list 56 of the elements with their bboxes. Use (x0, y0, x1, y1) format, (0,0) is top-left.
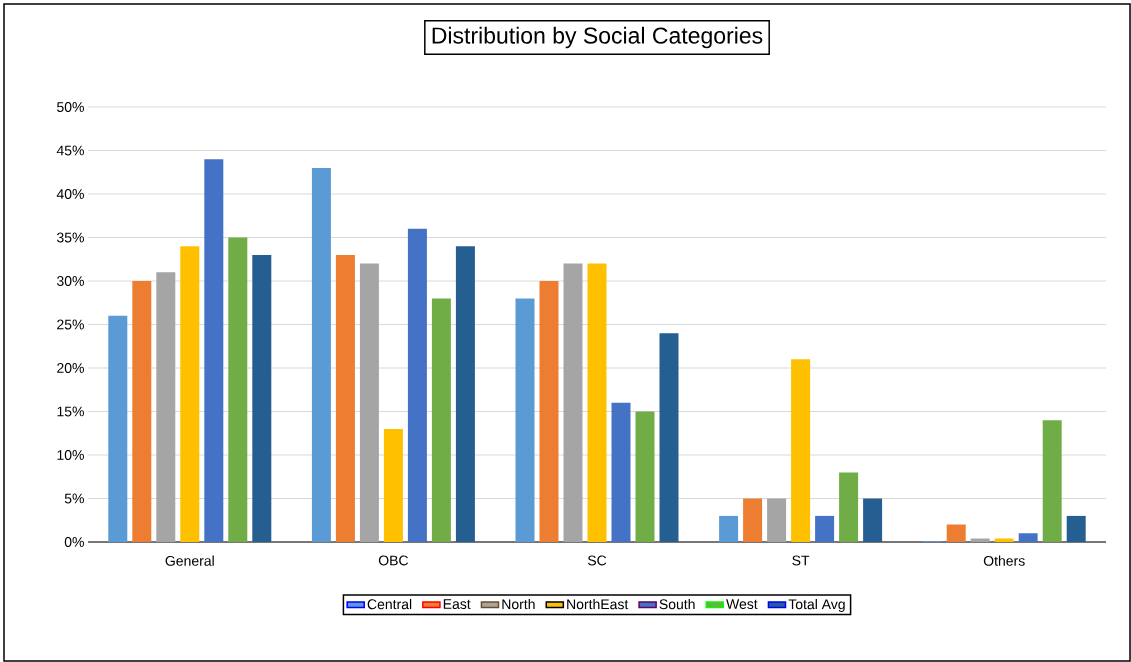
bar (515, 298, 535, 542)
y-tick-label: 25% (57, 319, 84, 330)
y-tick-label: 10% (57, 450, 84, 460)
bar (1066, 515, 1086, 542)
y-tick-label: 30% (56, 276, 84, 286)
bar (635, 411, 655, 542)
bar (204, 159, 224, 542)
legend-label: West (726, 599, 758, 609)
x-tick-label: SC (587, 555, 607, 566)
bar (563, 263, 583, 542)
x-tick-label: ST (792, 555, 810, 566)
bar (587, 263, 607, 542)
bar (815, 515, 835, 542)
y-tick-label: 0% (64, 537, 84, 547)
bar (539, 281, 559, 542)
bar (252, 254, 272, 542)
legend-label: East (443, 599, 471, 609)
bar (359, 263, 379, 542)
legend-label: Total Avg (788, 598, 845, 612)
legend-label: North (502, 598, 535, 610)
bar (311, 167, 331, 542)
y-tick-label: 40% (56, 189, 84, 199)
y-tick-label: 45% (56, 145, 84, 156)
y-tick-label: 5% (64, 493, 84, 504)
bar (743, 498, 763, 542)
x-tick-label: OBC (378, 555, 409, 566)
bar (431, 298, 451, 542)
chart-title: Distribution by Social Categories (432, 26, 763, 49)
y-tick-label: 50% (57, 102, 84, 112)
bar (156, 272, 176, 542)
bar (1042, 420, 1062, 542)
legend-label: South (659, 598, 695, 610)
bar (383, 428, 403, 542)
bar (719, 515, 739, 542)
bar (407, 228, 427, 542)
legend-label: NorthEast (567, 598, 629, 610)
bar (1018, 533, 1038, 542)
bar (335, 254, 355, 542)
bar (108, 315, 128, 542)
bar (839, 472, 859, 542)
bar (611, 402, 631, 542)
bar (791, 359, 811, 542)
bar (659, 333, 679, 542)
bar (228, 237, 248, 542)
y-tick-label: 35% (56, 232, 84, 243)
legend-label: Central (367, 598, 412, 610)
bar (455, 246, 475, 542)
bar (180, 246, 200, 542)
bar (863, 498, 883, 542)
x-tick-label: General (165, 555, 214, 566)
x-tick-label: Others (983, 555, 1025, 566)
y-tick-label: 15% (57, 406, 84, 417)
bar (946, 524, 966, 542)
bar (132, 281, 152, 542)
bar (767, 498, 787, 542)
y-tick-label: 20% (57, 363, 84, 373)
